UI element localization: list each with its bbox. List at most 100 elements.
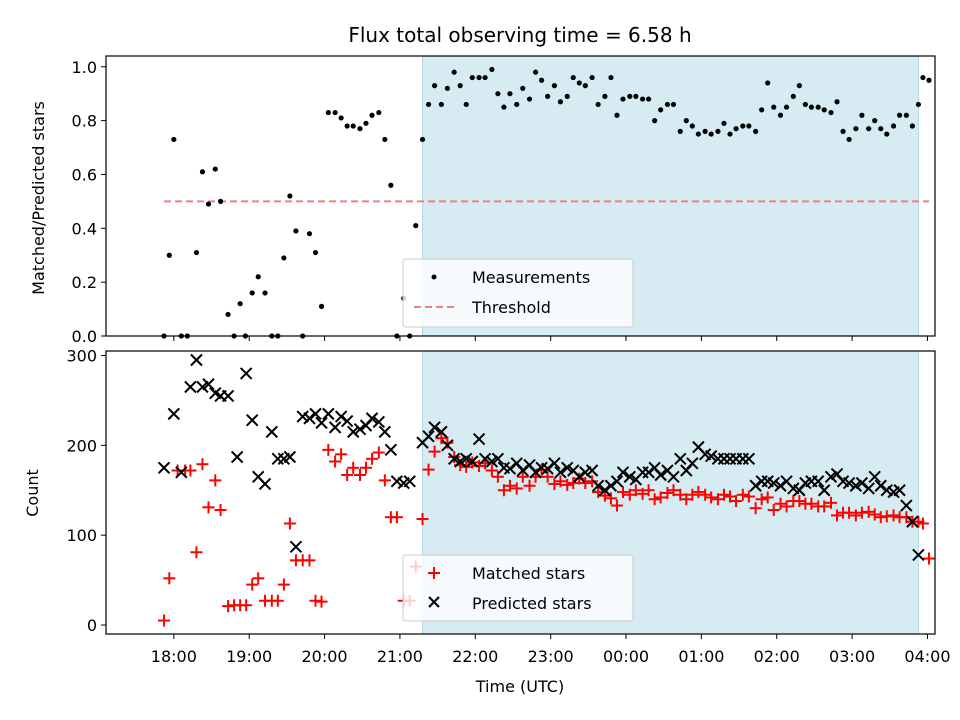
measurement-point <box>388 182 394 188</box>
measurement-point <box>796 83 802 89</box>
measurement-point <box>658 107 664 113</box>
matched-star-point <box>390 511 403 524</box>
count-y-tick-label: 200 <box>66 436 97 455</box>
matched-star-point <box>761 491 774 504</box>
measurement-point <box>262 290 268 296</box>
matched-star-point <box>360 461 373 474</box>
measurement-point <box>495 91 501 97</box>
ratio-y-tick-label: 1.0 <box>72 58 97 77</box>
measurement-point <box>166 252 172 258</box>
x-tick-label: 03:00 <box>829 647 875 666</box>
matched-star-point <box>335 448 348 461</box>
legend-matched-marker <box>428 567 440 579</box>
predicted-star-point <box>610 475 624 488</box>
measurement-point <box>570 74 576 81</box>
matched-star-point <box>642 484 655 497</box>
measurement-point <box>582 83 588 89</box>
predicted-star-point <box>221 389 235 403</box>
matched-star-point <box>749 502 762 515</box>
legend-measurements-marker <box>431 274 437 280</box>
predicted-star-point <box>893 484 906 497</box>
count-y-tick-label: 0 <box>87 616 97 635</box>
matched-star-point <box>561 478 574 491</box>
matched-star-point <box>686 488 699 501</box>
measurement-point <box>489 66 495 73</box>
matched-star-point <box>680 493 693 506</box>
measurement-point <box>344 123 350 129</box>
ratio-y-axis-label: Matched/Predicted stars <box>29 101 48 295</box>
measurement-point <box>633 93 639 99</box>
measurement-point <box>312 249 319 256</box>
count-axes-frame <box>105 350 936 635</box>
predicted-star-point <box>667 470 680 483</box>
matched-star-point <box>378 474 391 487</box>
measurement-point <box>689 123 695 129</box>
matched-star-point <box>610 499 623 512</box>
matched-star-point <box>548 477 561 490</box>
matched-star-point <box>831 509 844 522</box>
measurement-point <box>520 85 526 91</box>
measurement-point <box>802 101 808 108</box>
predicted-star-point <box>842 476 856 490</box>
measurement-point <box>627 93 633 99</box>
measurement-point <box>193 249 200 256</box>
predicted-star-point <box>818 484 831 497</box>
matched-star-point <box>793 495 806 508</box>
matched-star-point <box>435 432 448 445</box>
matched-star-point <box>353 468 366 481</box>
matched-star-point <box>805 497 818 510</box>
measurement-point <box>237 301 243 307</box>
matched-star-point <box>422 463 435 476</box>
measurement-point <box>920 74 926 81</box>
count-panel: 18:00 19:00 20:00 21:00 22:00 23:00 00:00 01:00… <box>66 346 950 666</box>
measurement-point <box>771 104 777 110</box>
ratio-axes-frame <box>105 55 936 337</box>
measurement-point <box>376 109 382 116</box>
predicted-star-point <box>604 479 618 492</box>
measurement-point <box>557 99 564 105</box>
matched-star-point <box>240 599 253 612</box>
matched-star-point <box>347 461 360 474</box>
x-tick-label: 22:00 <box>452 647 498 666</box>
measurement-point <box>790 93 796 99</box>
measurement-point <box>469 74 475 81</box>
predicted-star-point <box>258 477 272 491</box>
measurement-point <box>846 136 852 143</box>
measurement-point <box>532 69 539 75</box>
matched-star-point <box>485 464 498 477</box>
predicted-star-point <box>422 430 435 443</box>
measurement-point <box>482 74 488 81</box>
matched-star-point <box>277 578 290 591</box>
predicted-star-point <box>874 479 887 492</box>
matched-star-point <box>586 475 599 488</box>
matched-star-point <box>674 488 687 501</box>
matched-star-point <box>623 488 636 501</box>
matched-star-point <box>767 504 780 517</box>
measurement-point <box>853 126 859 132</box>
predicted-star-point <box>403 475 416 488</box>
measurement-point <box>639 96 646 102</box>
measurement-point <box>733 126 739 132</box>
matched-star-point <box>448 451 461 464</box>
matched-star-point <box>730 495 743 508</box>
predicted-star-point <box>315 416 328 430</box>
predicted-star-point <box>742 452 756 466</box>
predicted-star-point <box>190 353 203 367</box>
predicted-star-point <box>328 421 342 434</box>
measurement-point <box>683 118 689 124</box>
predicted-star-point <box>271 452 285 466</box>
measurement-point <box>382 136 388 143</box>
x-tick-label: 20:00 <box>301 647 347 666</box>
matched-star-point <box>283 517 296 530</box>
matched-star-point <box>692 486 705 499</box>
matched-star-point <box>246 578 259 591</box>
measurement-point <box>539 77 545 83</box>
predicted-star-point <box>309 407 322 421</box>
measurement-point <box>708 131 714 137</box>
matched-star-point <box>705 491 718 504</box>
measurement-point <box>608 74 614 81</box>
predicted-star-point <box>283 450 297 464</box>
measurement-point <box>419 136 426 143</box>
measurement-point <box>695 131 701 137</box>
legend-predicted-marker <box>428 596 440 608</box>
